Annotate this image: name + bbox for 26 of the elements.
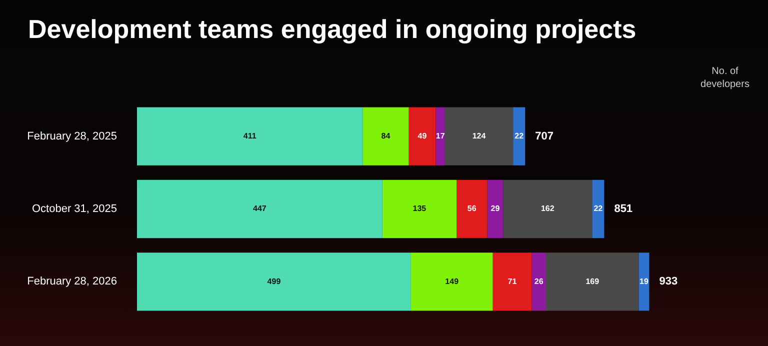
data-label: 84 [381,132,391,141]
data-label: 162 [540,204,555,214]
data-label: 149 [445,276,460,286]
y-tick-label: February 28, 2025 [27,130,117,142]
data-label: 17 [436,132,446,141]
data-label: 411 [243,132,257,141]
data-label: 19 [640,276,649,286]
data-label: 22 [514,132,524,141]
total-label: 933 [659,276,678,288]
total-label: 851 [614,203,633,216]
data-label: 29 [490,204,500,214]
data-label: 169 [586,276,600,286]
chart-title: Development teams engaged in ongoing projects [28,14,636,45]
data-label: 135 [412,204,427,214]
data-label: 49 [418,132,428,141]
data-label: 71 [508,276,518,286]
total-label: 707 [535,130,554,142]
y-tick-label: February 28, 2026 [27,276,117,288]
data-label: 22 [594,204,604,214]
y-tick-label: October 31, 2025 [32,203,117,216]
data-label: 124 [472,132,486,141]
data-label: 499 [267,276,282,286]
data-label: 26 [534,276,544,286]
data-label: 56 [467,204,477,214]
data-label: 447 [253,204,267,214]
text: No. of developers [700,65,750,91]
